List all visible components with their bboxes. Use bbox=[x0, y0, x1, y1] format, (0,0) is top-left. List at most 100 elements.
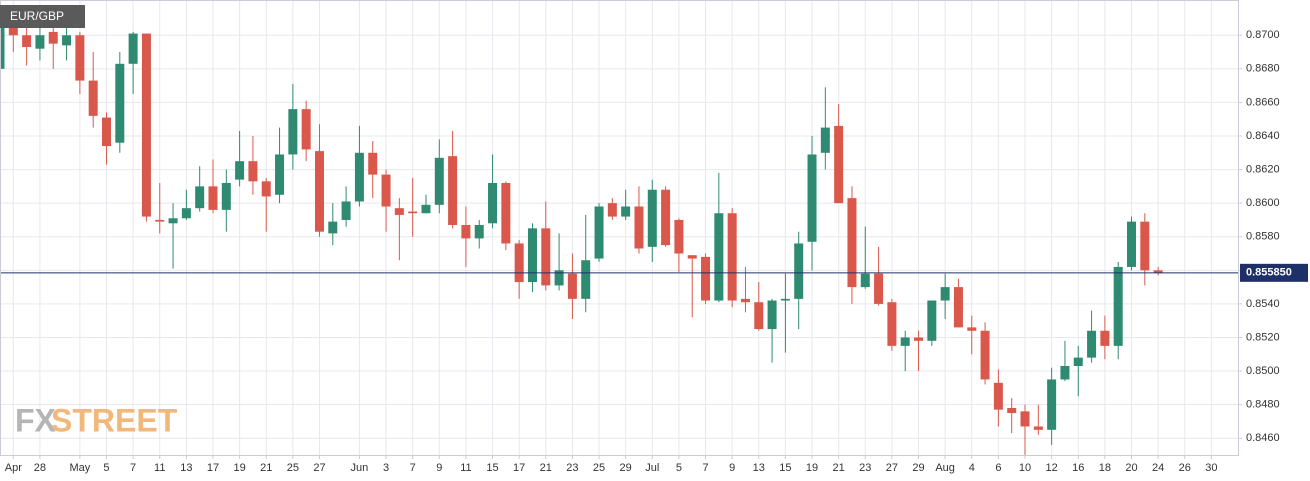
x-tick-label: 25 bbox=[593, 462, 605, 474]
candle-body bbox=[381, 174, 391, 207]
x-tick-label: 16 bbox=[1072, 462, 1084, 474]
candle-body bbox=[1113, 266, 1123, 346]
x-tick-label: 29 bbox=[620, 462, 632, 474]
candle-body bbox=[794, 243, 804, 299]
y-tick-label: 0.8660 bbox=[1246, 96, 1280, 108]
x-tick-label: 21 bbox=[260, 462, 272, 474]
x-tick-label: 7 bbox=[130, 462, 136, 474]
candle-body bbox=[874, 273, 884, 304]
candle-body bbox=[1020, 411, 1030, 427]
candle-body bbox=[488, 183, 498, 224]
candle-body bbox=[448, 156, 458, 225]
candle-body bbox=[940, 287, 950, 301]
y-tick-label: 0.8540 bbox=[1246, 298, 1280, 310]
candle-body bbox=[88, 80, 98, 116]
candle-body bbox=[1047, 379, 1057, 430]
candle-body bbox=[780, 298, 790, 301]
candle-body bbox=[541, 228, 551, 286]
candle-body bbox=[967, 327, 977, 331]
candle-body bbox=[1060, 366, 1070, 380]
x-tick-label: 17 bbox=[207, 462, 219, 474]
candle-body bbox=[235, 161, 245, 180]
candle-body bbox=[993, 382, 1003, 410]
candle-body bbox=[275, 154, 285, 195]
x-tick-label: 23 bbox=[566, 462, 578, 474]
x-tick-label: 18 bbox=[1099, 462, 1111, 474]
y-tick-label: 0.8580 bbox=[1246, 231, 1280, 243]
candle-body bbox=[1100, 330, 1110, 346]
x-tick-label: 21 bbox=[540, 462, 552, 474]
candle-body bbox=[567, 273, 577, 299]
candle-body bbox=[581, 260, 591, 299]
brand-name: STREET bbox=[51, 402, 178, 438]
candle-body bbox=[740, 298, 750, 303]
x-tick-label: 21 bbox=[833, 462, 845, 474]
candle-body bbox=[661, 189, 671, 246]
candle-body bbox=[501, 183, 511, 244]
candle-body bbox=[621, 206, 631, 217]
x-tick-label: 19 bbox=[233, 462, 245, 474]
candle-body bbox=[807, 154, 817, 242]
x-tick-label: 25 bbox=[287, 462, 299, 474]
x-tick-label: 15 bbox=[486, 462, 498, 474]
candle-body bbox=[953, 287, 963, 328]
axes: 0.84600.84800.85000.85200.85400.85600.85… bbox=[5, 29, 1308, 474]
candle-body bbox=[115, 63, 125, 143]
candle-body bbox=[248, 161, 258, 182]
x-tick-label: 30 bbox=[1205, 462, 1217, 474]
candle-body bbox=[927, 300, 937, 341]
candle-body bbox=[674, 219, 684, 254]
candle-body bbox=[288, 109, 298, 155]
y-tick-label: 0.8680 bbox=[1246, 63, 1280, 75]
candle-body bbox=[687, 255, 697, 259]
candle-body bbox=[261, 181, 271, 197]
y-tick-label: 0.8520 bbox=[1246, 331, 1280, 343]
candle-body bbox=[181, 208, 191, 219]
x-tick-label: 9 bbox=[436, 462, 442, 474]
candle-body bbox=[128, 33, 138, 64]
candle-body bbox=[368, 152, 378, 175]
chart-title: EUR/GBP bbox=[10, 9, 64, 23]
x-tick-label: 15 bbox=[779, 462, 791, 474]
title-box bbox=[0, 5, 85, 28]
x-tick-label: 29 bbox=[912, 462, 924, 474]
candle-body bbox=[914, 337, 924, 341]
x-tick-label: 23 bbox=[859, 462, 871, 474]
candle-body bbox=[527, 228, 537, 283]
candle-body bbox=[514, 243, 524, 283]
candle-body bbox=[634, 206, 644, 249]
candle-body bbox=[1073, 357, 1083, 367]
x-tick-label: 7 bbox=[410, 462, 416, 474]
x-tick-label: 24 bbox=[1152, 462, 1164, 474]
candle-body bbox=[1033, 426, 1043, 430]
candle-body bbox=[1153, 270, 1163, 273]
candle-body bbox=[168, 218, 178, 224]
candle-body bbox=[101, 117, 111, 147]
candle-body bbox=[35, 35, 45, 49]
candles bbox=[0, 5, 1238, 455]
candle-body bbox=[980, 330, 990, 380]
candle-body bbox=[860, 273, 870, 288]
candle-body bbox=[1127, 221, 1137, 267]
x-tick-label: Apr bbox=[5, 462, 22, 474]
candle-body bbox=[647, 189, 657, 247]
x-tick-label: 4 bbox=[969, 462, 975, 474]
candle-body bbox=[62, 35, 72, 46]
y-tick-label: 0.8500 bbox=[1246, 365, 1280, 377]
plot-border bbox=[0, 0, 1239, 456]
candle-body bbox=[820, 127, 830, 153]
candle-body bbox=[155, 219, 165, 222]
last-price-label: 0.855850 bbox=[1246, 267, 1292, 279]
x-tick-label: 6 bbox=[995, 462, 1001, 474]
x-tick-label: 13 bbox=[753, 462, 765, 474]
x-tick-label: 3 bbox=[383, 462, 389, 474]
candle-body bbox=[887, 302, 897, 346]
x-tick-label: 5 bbox=[676, 462, 682, 474]
x-tick-label: 20 bbox=[1125, 462, 1137, 474]
x-tick-label: Jul bbox=[645, 462, 659, 474]
x-tick-label: 19 bbox=[806, 462, 818, 474]
x-tick-label: 10 bbox=[1019, 462, 1031, 474]
x-tick-label: 27 bbox=[886, 462, 898, 474]
candle-body bbox=[421, 204, 431, 214]
